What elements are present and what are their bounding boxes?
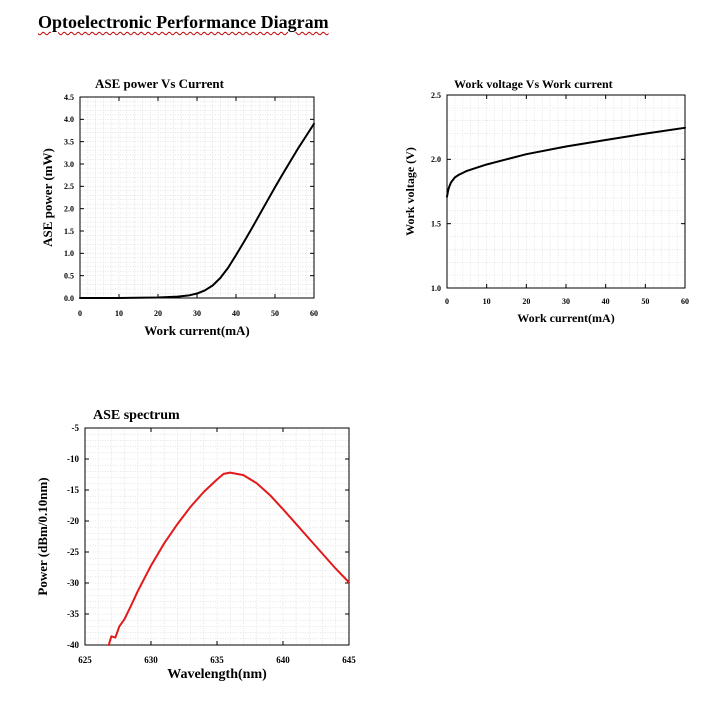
x-tick-label: 645 xyxy=(342,655,356,665)
x-tick-label: 40 xyxy=(602,297,610,306)
x-tick-label: 60 xyxy=(310,309,318,318)
y-tick-label: 0.5 xyxy=(64,271,74,280)
chart-3: 625 630 635 640 645 -40 -35 -30 -25 -20 -15 -10 -5 AS… xyxy=(35,408,356,682)
x-tick-label: 10 xyxy=(483,297,491,306)
x-tick-label: 0 xyxy=(445,297,449,306)
x-tick-label: 0 xyxy=(78,309,82,318)
y-tick-label: 2.0 xyxy=(64,204,74,213)
plot-frame xyxy=(446,94,686,289)
x-tick-label: 635 xyxy=(210,655,224,665)
y-tick-label: 2.5 xyxy=(431,91,441,100)
x-tick-label: 30 xyxy=(562,297,570,306)
y-tick-label: 4.5 xyxy=(64,93,74,102)
chart-title: Work voltage Vs Work current xyxy=(454,77,613,91)
y-tick-label: 1.5 xyxy=(64,227,74,236)
x-tick-label: 640 xyxy=(276,655,290,665)
x-axis-label: Wavelength(nm) xyxy=(167,667,267,682)
x-tick-label: 40 xyxy=(232,309,240,318)
y-tick-label: -30 xyxy=(67,578,79,588)
y-tick-label: -10 xyxy=(67,454,79,464)
y-tick-label: 4.0 xyxy=(64,115,74,124)
y-tick-label: 2.5 xyxy=(64,182,74,191)
x-tick-label: 50 xyxy=(641,297,649,306)
chart-title: ASE spectrum xyxy=(93,408,180,423)
y-tick-label: 0.0 xyxy=(64,294,74,303)
y-tick-label: 2.0 xyxy=(431,155,441,164)
y-tick-label: -15 xyxy=(67,485,79,495)
y-tick-label: -40 xyxy=(67,640,79,650)
x-tick-label: 20 xyxy=(522,297,530,306)
x-tick-label: 50 xyxy=(271,309,279,318)
chart-2: 0 10 20 30 40 50 60 1.0 1.5 2.0 2.5 Work voltage Vs… xyxy=(403,77,689,325)
x-tick-label: 60 xyxy=(681,297,689,306)
y-axis-label: Work voltage (V) xyxy=(403,147,417,236)
document-title: Optoelectronic Performance Diagram xyxy=(38,12,329,32)
y-axis-label: Power (dBm/0.10nm) xyxy=(35,477,50,595)
x-tick-label: 10 xyxy=(115,309,123,318)
chart-title: ASE power Vs Current xyxy=(95,76,225,91)
y-tick-label: -5 xyxy=(72,423,80,433)
x-tick-label: 625 xyxy=(78,655,92,665)
y-tick-label: -25 xyxy=(67,547,79,557)
y-tick-label: 1.5 xyxy=(431,219,441,228)
y-tick-label: -20 xyxy=(67,516,79,526)
x-axis-label: Work current(mA) xyxy=(517,311,614,325)
series-line xyxy=(446,126,686,198)
x-tick-label: 20 xyxy=(154,309,162,318)
y-tick-label: 3.5 xyxy=(64,137,74,146)
series-line xyxy=(79,122,315,299)
y-tick-label: 1.0 xyxy=(431,284,441,293)
x-tick-label: 30 xyxy=(193,309,201,318)
y-tick-label: 3.0 xyxy=(64,160,74,169)
y-tick-label: -35 xyxy=(67,609,79,619)
y-axis-label: ASE power (mW) xyxy=(40,148,55,247)
chart-1: 0 10 20 30 40 50 60 0.0 0.5 1.0 1.5 2.0 2.5 3.0 3.5 4.0… xyxy=(40,76,318,338)
y-tick-label: 1.0 xyxy=(64,249,74,258)
x-axis-label: Work current(mA) xyxy=(144,323,250,338)
x-tick-label: 630 xyxy=(144,655,158,665)
series-line xyxy=(107,471,350,646)
